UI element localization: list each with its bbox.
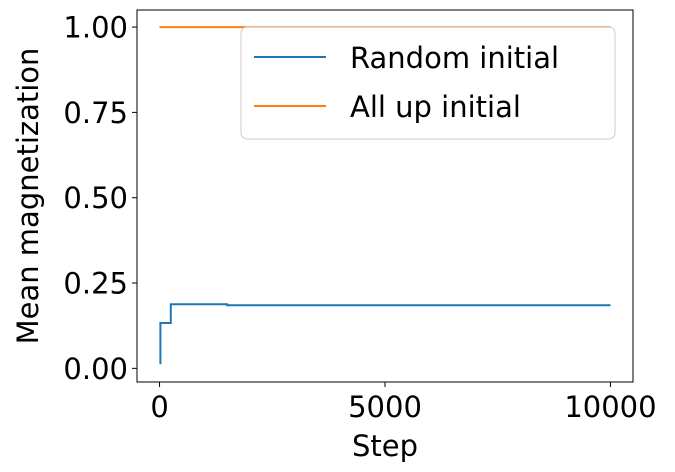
y-tick-label: 0.75 (63, 96, 128, 130)
legend: Random initial All up initial (240, 26, 616, 140)
y-tick-label: 0.50 (63, 181, 128, 215)
y-tick-label: 0.25 (63, 267, 128, 301)
x-axis-label: Step (352, 429, 418, 463)
y-tick-label: 0.00 (63, 352, 128, 386)
y-axis-label: Mean magnetization (11, 48, 45, 345)
y-axis: 0.00 0.25 0.50 0.75 1.00 (63, 11, 137, 386)
x-tick-label: 10000 (564, 390, 656, 424)
x-axis: 0 5000 10000 (150, 382, 657, 424)
legend-label-all-up-initial: All up initial (350, 90, 521, 124)
y-tick-label: 1.00 (63, 11, 128, 45)
series-line-random-initial (159, 303, 611, 365)
legend-box (240, 26, 616, 140)
x-tick-label: 5000 (348, 390, 422, 424)
x-tick-label: 0 (150, 390, 168, 424)
legend-label-random-initial: Random initial (350, 41, 559, 75)
